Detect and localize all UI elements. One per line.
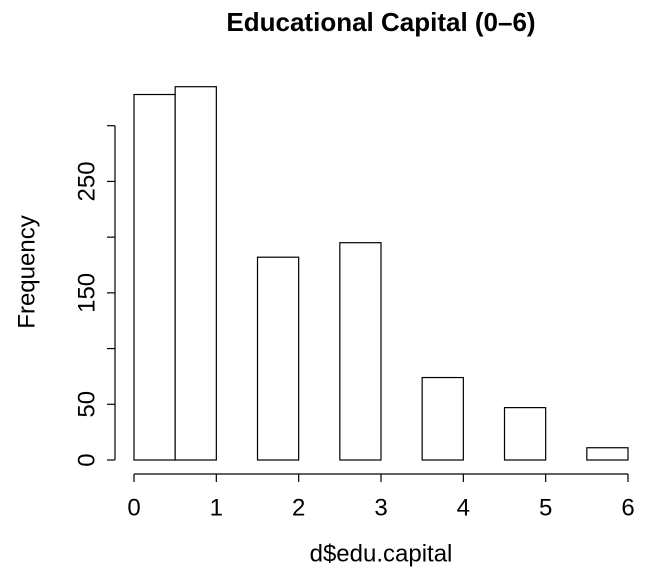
y-tick-label: 0 [73, 453, 100, 466]
x-axis-label: d$edu.capital [310, 540, 453, 567]
x-tick-label: 2 [292, 494, 305, 521]
bar [586, 447, 629, 461]
bar [421, 376, 464, 461]
y-axis-label: Frequency [13, 215, 40, 328]
x-tick-label: 5 [539, 494, 552, 521]
chart-title: Educational Capital (0–6) [226, 7, 535, 37]
bar [503, 407, 547, 461]
x-tick-label: 4 [457, 494, 470, 521]
bar [133, 93, 176, 461]
x-tick-label: 3 [374, 494, 387, 521]
x-tick-label: 1 [210, 494, 223, 521]
bar [256, 256, 300, 461]
bar [339, 242, 382, 461]
y-tick-label: 50 [73, 391, 100, 418]
y-tick-label: 150 [73, 273, 100, 313]
bar [174, 86, 217, 461]
x-tick-label: 0 [127, 494, 140, 521]
y-tick-label: 250 [73, 161, 100, 201]
x-tick-label: 6 [621, 494, 634, 521]
